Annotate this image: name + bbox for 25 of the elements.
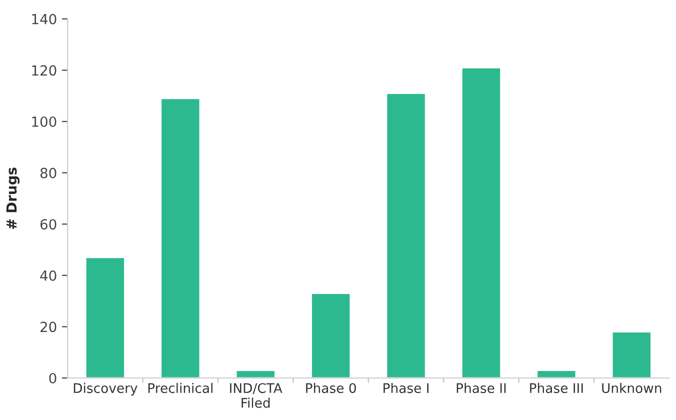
y-tick-label: 80 [40,168,56,178]
y-axis-title: # Drugs [6,168,20,229]
bar [160,98,201,378]
x-tick-label: Discovery [74,382,138,396]
x-tick-label: Phase I [384,382,428,394]
bar [460,66,502,378]
x-tick-label: Unknown [602,382,662,394]
bar [611,331,652,378]
bar [84,256,126,378]
x-tick-label: IND/CTA Filed [230,383,282,408]
x-tick-label: Preclinical [148,382,212,394]
bar [536,370,577,378]
y-tick-label: 60 [40,219,56,230]
y-tick-label: 20 [40,322,56,332]
bar [386,92,426,378]
x-tick-label: Phase 0 [306,382,356,394]
y-tick-label: 120 [32,65,56,76]
bar [235,370,276,378]
y-tick-label: 100 [32,116,56,127]
y-tick-label: 40 [40,270,56,281]
y-tick-label: 0 [49,372,56,384]
x-tick-label: Phase III [530,382,583,394]
bar [310,292,352,378]
x-tick-label: Phase II [456,382,506,394]
y-tick-label: 140 [32,14,56,24]
